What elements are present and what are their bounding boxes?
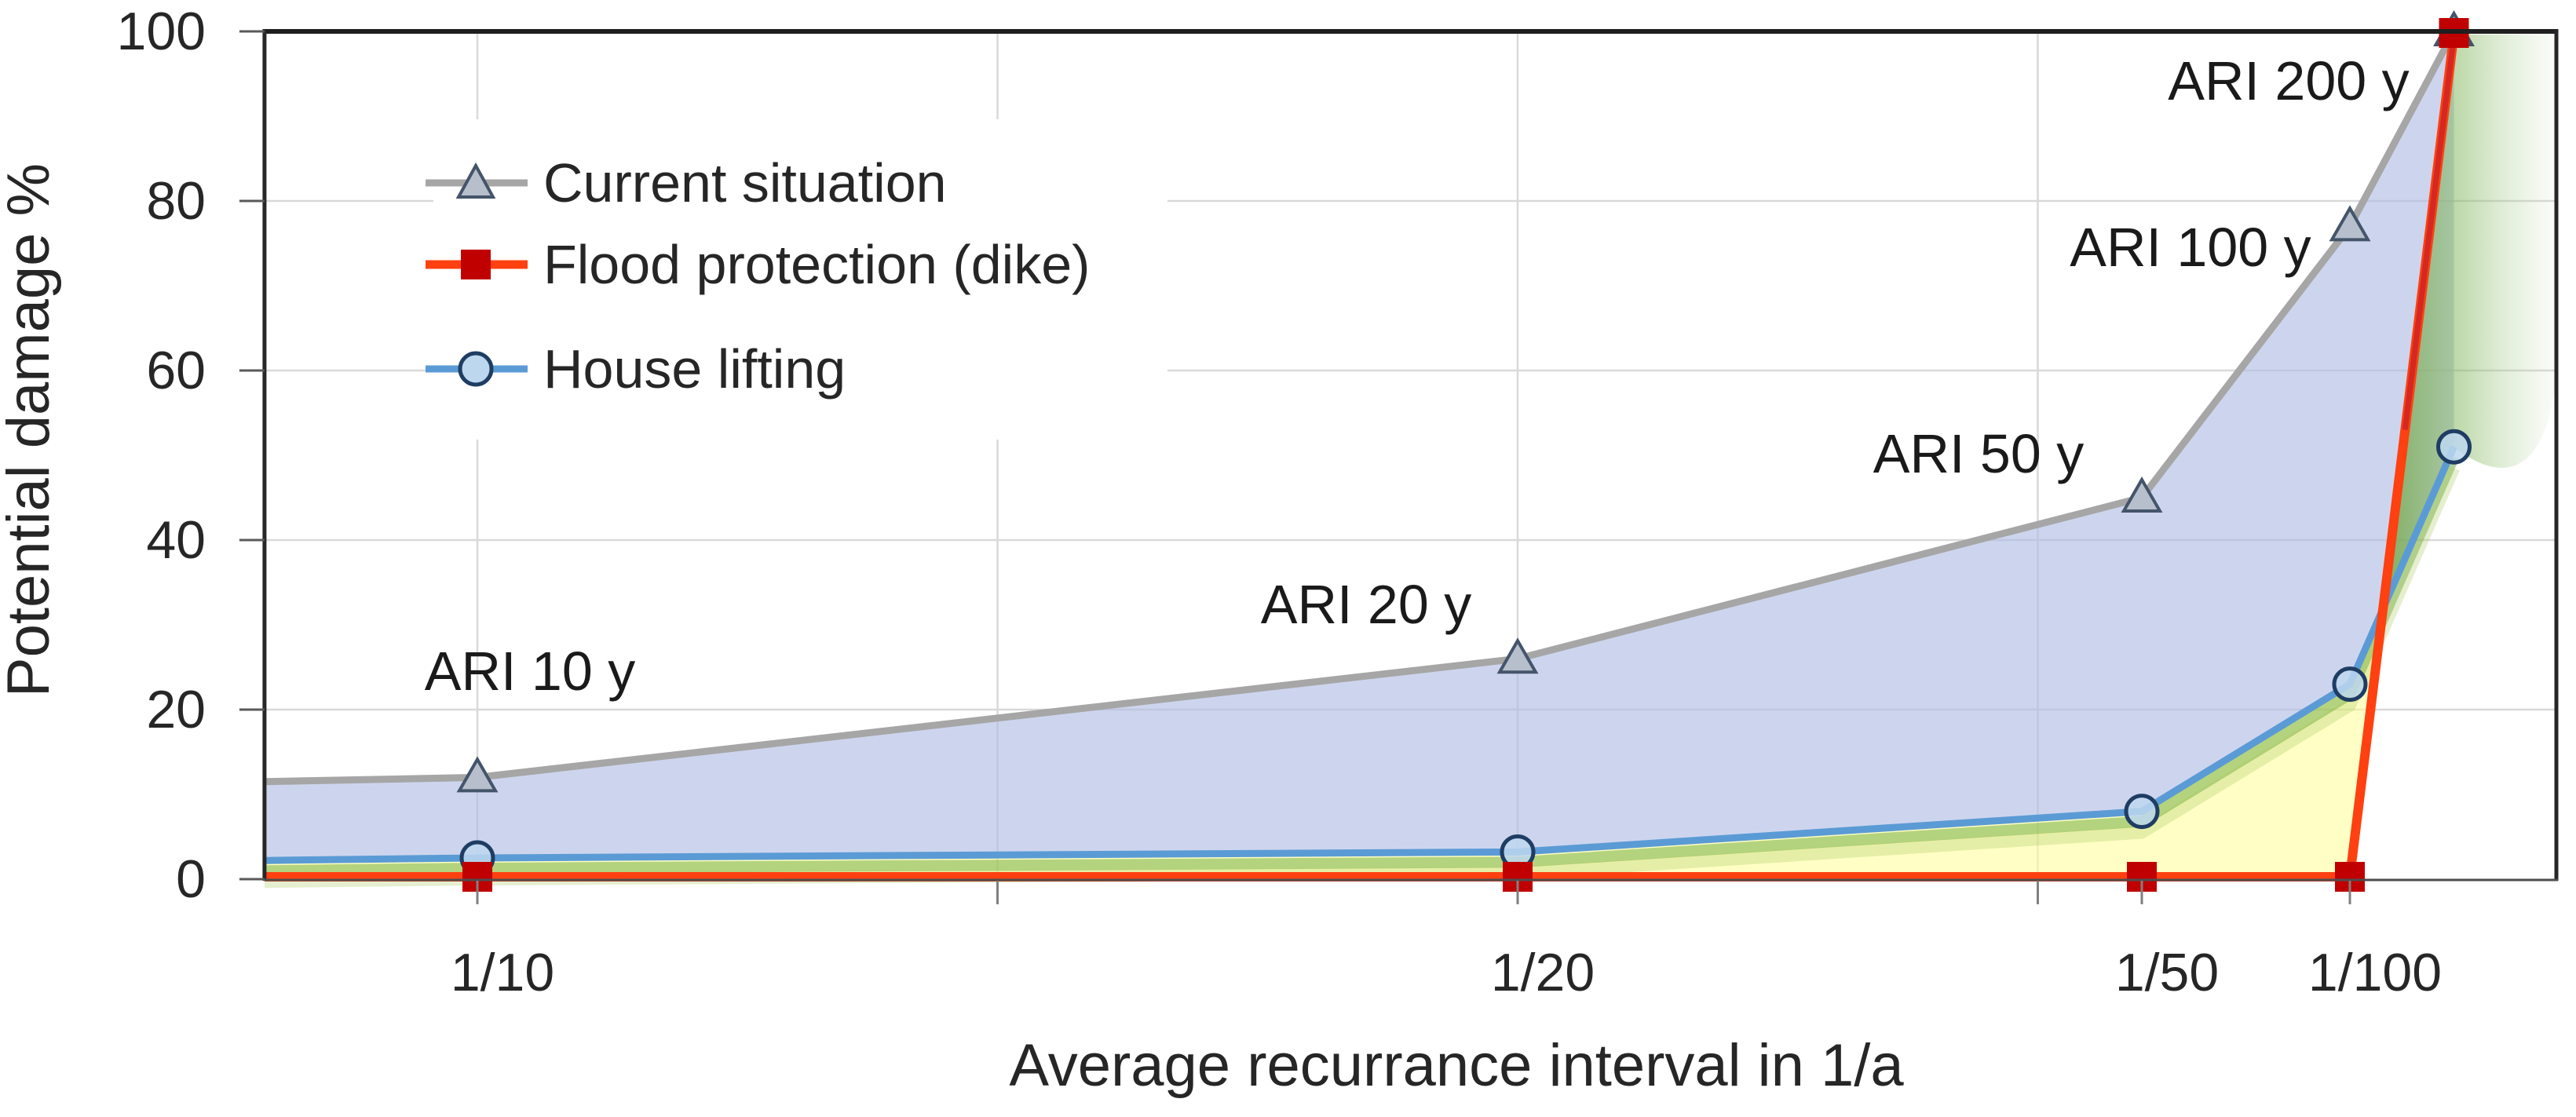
marker-circle-house-lifting [2332, 666, 2368, 703]
marker-circle-house-lifting [2124, 794, 2160, 830]
legend-label-flood-protection: Flood protection (dike) [543, 234, 1090, 295]
ari-annotations: ARI 10 y ARI 20 y ARI 50 y ARI 100 y ARI 200… [425, 50, 2410, 702]
axis-ticks [239, 30, 2351, 904]
y-tick-label-40: 40 [146, 510, 206, 570]
area-under-house-lifting [264, 608, 2384, 879]
annotation-ari-20-y: ARI 20 y [1261, 574, 1471, 635]
series-markers [456, 9, 2475, 892]
green-benefit-fill [2351, 35, 2556, 876]
x-tick-label-1-100: 1/100 [2308, 943, 2442, 1002]
y-tick-label-0: 0 [176, 849, 206, 909]
x-tick-labels: 1/10 1/20 1/50 1/100 [451, 943, 2442, 1002]
annotation-ari-200-y: ARI 200 y [2168, 50, 2409, 111]
line-current-situation [264, 29, 2457, 786]
y-tick-labels: 0 20 40 60 80 100 [117, 2, 206, 909]
marker-circle-house-lifting [2436, 429, 2472, 465]
marker-triangle-current-situation [456, 756, 499, 793]
x-tick-label-1-10: 1/10 [451, 943, 554, 1002]
green-band-layer-1 [264, 454, 2459, 877]
annotation-ari-50-y: ARI 50 y [1873, 423, 2084, 484]
legend-label-house-lifting: House lifting [543, 338, 846, 400]
y-tick-label-80: 80 [146, 171, 206, 231]
legend-item-flood-protection: Flood protection (dike) [426, 234, 1090, 295]
legend: Current situation Flood protection (dike… [426, 119, 1167, 440]
y-tick-label-100: 100 [117, 2, 206, 61]
legend-label-current-situation: Current situation [543, 152, 947, 214]
legend-item-house-lifting: House lifting [426, 338, 846, 400]
x-tick-label-1-20: 1/20 [1491, 943, 1595, 1002]
legend-square-marker [461, 250, 491, 279]
marker-triangle-current-situation [1496, 637, 1539, 674]
marker-triangle-current-situation [2329, 205, 2371, 242]
legend-background [433, 119, 1167, 440]
legend-circle-marker [458, 351, 494, 387]
y-axis-title: Potential damage % [0, 163, 62, 697]
annotation-ari-10-y: ARI 10 y [425, 641, 635, 702]
legend-item-current-situation: Current situation [426, 152, 947, 214]
marker-triangle-current-situation [2121, 476, 2163, 513]
shaded-areas [264, 31, 2454, 879]
area-between-current-and-house-lifting [264, 31, 2454, 861]
y-tick-label-20: 20 [146, 680, 206, 739]
legend-triangle-marker [455, 162, 496, 199]
x-tick-label-1-50: 1/50 [2115, 943, 2219, 1002]
x-axis-title: Average recurrance interval in 1/a [1009, 1032, 1904, 1099]
line-house-lifting [264, 445, 2457, 864]
y-tick-label-60: 60 [146, 341, 206, 400]
annotation-ari-100-y: ARI 100 y [2070, 217, 2311, 278]
flood-line-red-overlay [2402, 35, 2457, 431]
green-benefit-area [2351, 35, 2556, 876]
plot-frame [262, 29, 2559, 882]
